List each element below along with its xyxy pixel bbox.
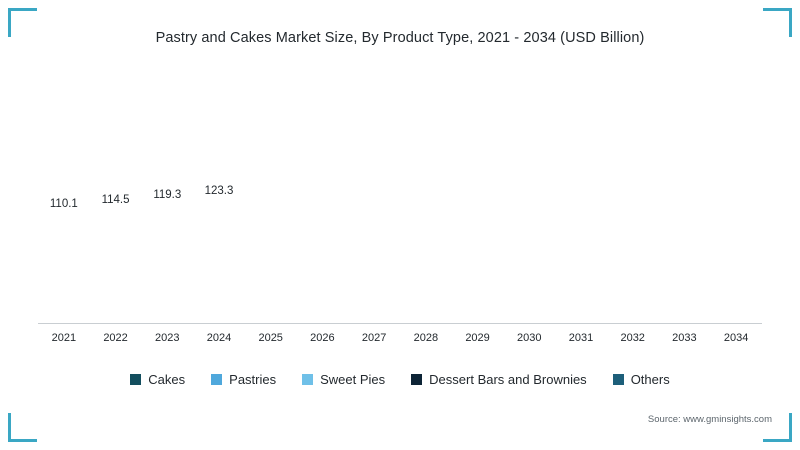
legend-label: Cakes [148,372,186,387]
x-axis-line [38,323,762,324]
x-axis-tick-label: 2028 [413,332,439,344]
x-axis-tick-label: 2032 [620,332,645,344]
legend-item[interactable]: Sweet Pies [302,372,385,387]
x-axis-tick-label: 2027 [361,332,387,344]
x-axis-tick-label: 2024 [206,332,232,344]
legend-label: Sweet Pies [320,372,386,387]
x-axis-tick-label: 2023 [155,332,180,344]
x-axis-tick-label: 2021 [51,332,77,344]
bar-value-label: 110.1 [49,198,78,211]
legend-swatch-icon [612,374,624,385]
legend-swatch-icon [130,374,142,385]
legend-item[interactable]: Cakes [130,372,185,387]
x-axis-tick-label: 2025 [258,332,283,344]
legend-swatch-icon [302,374,314,385]
bar-value-label: 119.3 [153,189,182,202]
bar-value-label: 114.5 [101,194,130,207]
corner-decoration-top-right [763,8,792,37]
source-attribution: Source: www.gminsights.com [647,414,772,425]
legend-swatch-icon [211,374,223,385]
chart-legend: Cakes Pastries Sweet Pies Dessert Bars and … [0,372,800,387]
corner-decoration-bottom-left [8,413,37,442]
corner-decoration-bottom-right [763,413,792,442]
x-axis-tick-label: 2030 [517,332,542,344]
legend-swatch-icon [411,374,423,385]
x-axis-tick-label: 2029 [465,332,490,344]
x-axis-tick-label: 2026 [310,332,335,344]
x-axis-tick-label: 2033 [672,332,697,344]
bar-value-label: 123.3 [204,185,234,198]
legend-item[interactable]: Others [612,372,670,387]
x-axis-tick-label: 2022 [103,332,128,344]
plot-area [38,72,762,324]
chart-title: Pastry and Cakes Market Size, By Product… [155,30,645,46]
legend-item[interactable]: Pastries [211,372,276,387]
x-axis-tick-label: 2034 [723,332,749,344]
corner-decoration-top-left [8,8,37,37]
legend-label: Pastries [229,372,277,387]
legend-item[interactable]: Dessert Bars and Brownies [411,372,587,387]
legend-label: Others [630,372,670,387]
x-axis-tick-label: 2031 [568,332,594,344]
legend-label: Dessert Bars and Brownies [429,372,587,387]
